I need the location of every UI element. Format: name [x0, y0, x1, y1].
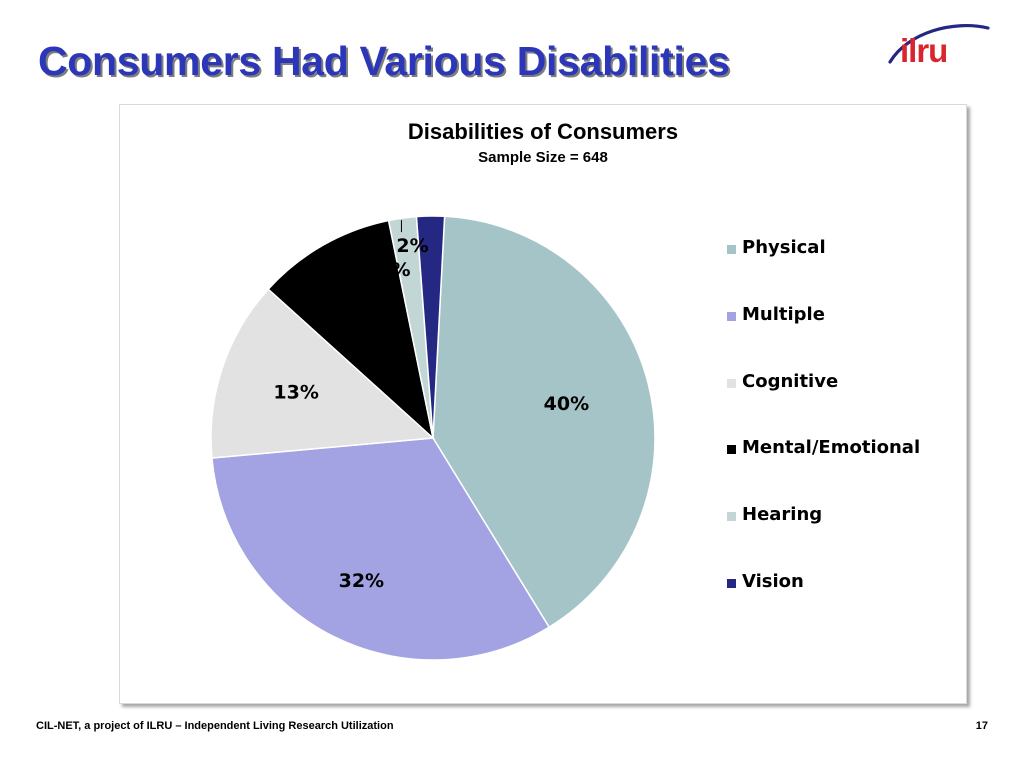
legend-swatch-cognitive — [727, 378, 736, 388]
data-label-multiple: 32% — [339, 570, 384, 592]
data-label-mental-emotional: 10% — [298, 262, 343, 284]
data-label-physical: 40% — [544, 393, 589, 415]
chart-title: Disabilities of Consumers — [407, 119, 679, 144]
page-number: 17 — [975, 720, 988, 732]
pie-slice-physical — [432, 215, 656, 629]
legend-label-mental-emotional: Mental/Emotional — [742, 437, 921, 459]
ilru-logo: ilru — [884, 18, 996, 80]
pie-slice-multiple — [211, 437, 551, 661]
legend-swatch-vision — [727, 579, 736, 588]
pie-slice-vision — [415, 215, 446, 439]
data-label-vision: 2% — [396, 235, 428, 257]
slide-title: Consumers Had Various Disabilities — [38, 38, 730, 84]
pie-chart: 40% 32% 13% 10% 2%2% — [210, 215, 656, 661]
legend-swatch-hearing — [727, 512, 736, 522]
legend-swatch-physical — [727, 245, 736, 254]
legend-label-multiple: Multiple — [742, 303, 825, 325]
legend-swatch-mental-emotional — [727, 445, 736, 455]
legend-label-cognitive: Cognitive — [742, 370, 839, 392]
legend-label-physical: Physical — [742, 237, 826, 258]
pie-slice-mental-emotional — [267, 219, 435, 441]
footer-text: CIL-NET, a project of ILRU – Independent… — [36, 720, 394, 732]
legend-swatch-multiple — [727, 311, 736, 321]
chart-panel: Disabilities of Consumers Sample Size = … — [119, 104, 967, 704]
legend-label-vision: Vision — [742, 571, 804, 592]
legend-label-hearing: Hearing — [742, 504, 823, 526]
pie-slice-cognitive — [210, 288, 435, 459]
logo-swoosh-icon — [888, 24, 990, 64]
chart-subtitle: Sample Size = 648 — [478, 149, 608, 166]
logo-text: ilru — [900, 32, 948, 69]
data-label-cognitive: 13% — [273, 381, 318, 403]
data-label-hearing: 2% — [378, 259, 410, 281]
